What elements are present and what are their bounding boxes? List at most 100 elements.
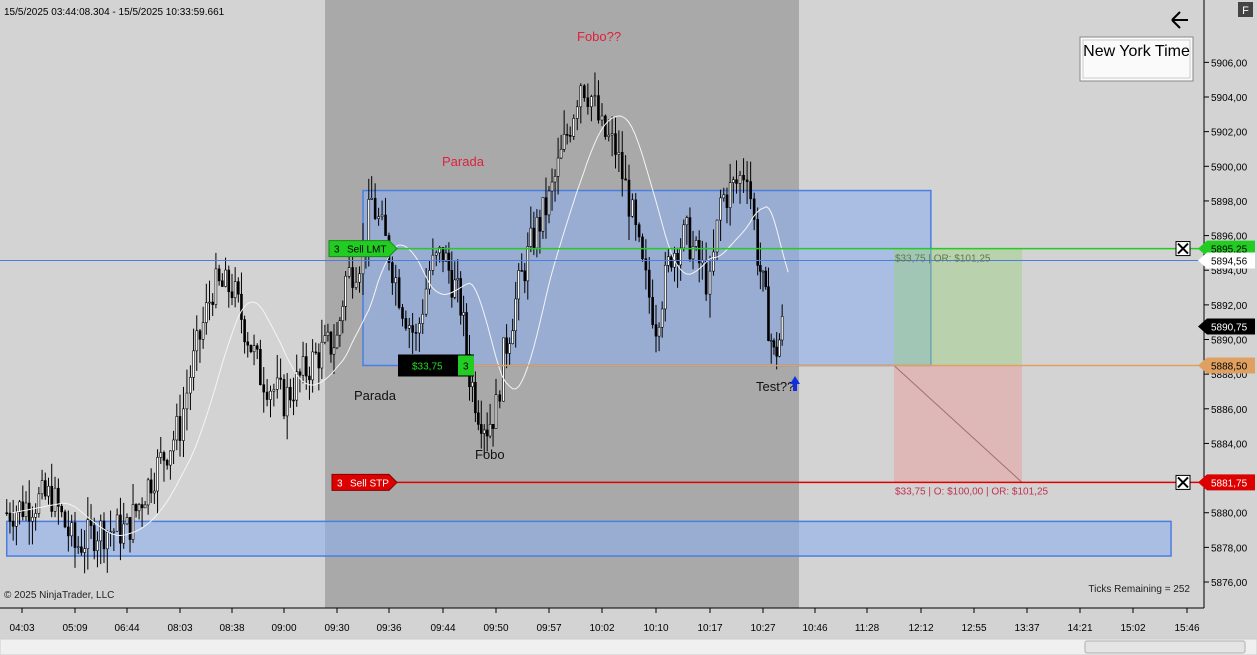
candle-body [600,115,604,121]
x-tick-label: 10:27 [750,623,775,634]
candle-body [682,224,686,249]
candle-body [237,281,240,295]
candle-body [568,134,572,137]
candle-body [441,247,445,262]
candle-body [53,487,57,512]
candle-body [775,346,778,357]
annotation-fobo-bottom[interactable]: Fobo [475,447,505,462]
y-tick-label: 5880,00 [1211,509,1248,520]
candle-body [137,504,141,512]
candle-body [272,389,276,392]
candle-body [397,277,401,308]
candle-body [320,341,324,369]
x-tick-label: 10:10 [643,623,668,634]
candle-body [230,291,234,299]
candle-body [474,381,477,414]
candle-body [31,516,34,522]
candle-body [434,252,438,256]
candle-body [688,217,692,260]
candle-body [282,379,286,417]
candle-body [447,252,451,271]
date-range: 15/5/2025 03:44:08.304 - 15/5/2025 10:33… [4,7,225,18]
candle-body [712,251,715,272]
candle-body [764,270,768,288]
price-label-position: 5888,50 [1211,361,1248,372]
candle-body [195,330,199,352]
candle-body [214,268,218,305]
up-arrow-icon[interactable] [790,376,800,391]
y-tick-label: 5878,00 [1211,543,1248,554]
y-tick-label: 5888,00 [1211,370,1248,381]
candle-body [579,85,583,108]
annotation-test[interactable]: Test?? [756,379,794,394]
candle-body [547,190,551,216]
candle-body [63,511,67,528]
price-label-last: 5890,75 [1211,323,1248,334]
sell-lmt-tag[interactable]: 3 Sell LMT [328,240,398,258]
candle-body [314,351,318,354]
candle-body [627,179,631,217]
candle-body [505,337,508,354]
candle-body [715,219,719,253]
sell-stp-close-button[interactable] [1175,474,1191,490]
annotation-parada-bottom[interactable]: Parada [354,388,397,403]
price-axis-panel[interactable] [1204,0,1257,608]
trade-diagonal [893,365,1023,483]
sell-lmt-close-button[interactable] [1175,241,1191,257]
candle-body [742,175,745,181]
candle-body [143,504,147,509]
candle-body [498,394,502,402]
candle-body [140,504,144,509]
y-tick-label: 5896,00 [1211,232,1248,243]
candle-body [73,522,77,548]
scrollbar-thumb[interactable] [1084,640,1246,654]
candle-body [380,214,384,218]
candle-body [704,259,708,295]
candle-body [597,95,600,121]
candle-body [424,288,428,315]
horizontal-scrollbar[interactable] [0,638,1257,655]
candle-body [122,523,126,544]
sell-stp-qty: 3 [337,478,343,489]
y-tick-label: 5906,00 [1211,58,1248,69]
candle-body [43,480,47,497]
candle-body [544,197,548,216]
f-button[interactable]: F [1238,2,1253,17]
candle-body [131,504,135,540]
sell-stp-tag[interactable]: 3 Sell STP [331,473,398,491]
candle-body [465,312,468,355]
back-arrow-icon[interactable] [1171,11,1188,29]
candle-body [70,522,73,537]
candle-body [265,391,269,400]
candle-body [175,416,179,441]
candle-body [198,330,202,340]
x-tick-label: 14:21 [1067,623,1092,634]
time-axis-panel[interactable] [0,608,1257,638]
candle-body [119,514,122,544]
candle-body [304,356,308,377]
candle-body [211,301,214,305]
candle-body [391,262,394,284]
upper-zone[interactable] [362,189,932,367]
annotation-fobo-top[interactable]: Fobo?? [577,29,621,44]
close-icon [1177,476,1189,489]
annotation-parada-top[interactable]: Parada [442,154,485,169]
candle-body [344,275,347,307]
candle-body [15,512,18,527]
timezone-box[interactable]: New York Time [1079,36,1194,82]
lower-zone[interactable] [5,520,1172,557]
candle-body [201,322,205,340]
candle-body [208,301,211,304]
x-tick-label: 09:44 [430,623,455,634]
candle-body [745,179,749,182]
sell-stp-label: Sell STP [350,478,389,489]
candle-body [761,270,765,273]
position-tag[interactable]: $33,75 3 [398,354,474,377]
candle-body [631,199,634,217]
x-tick-label: 15:02 [1120,623,1145,634]
candle-body [735,179,738,184]
y-tick-label: 5902,00 [1211,128,1248,139]
candle-body [482,429,486,434]
